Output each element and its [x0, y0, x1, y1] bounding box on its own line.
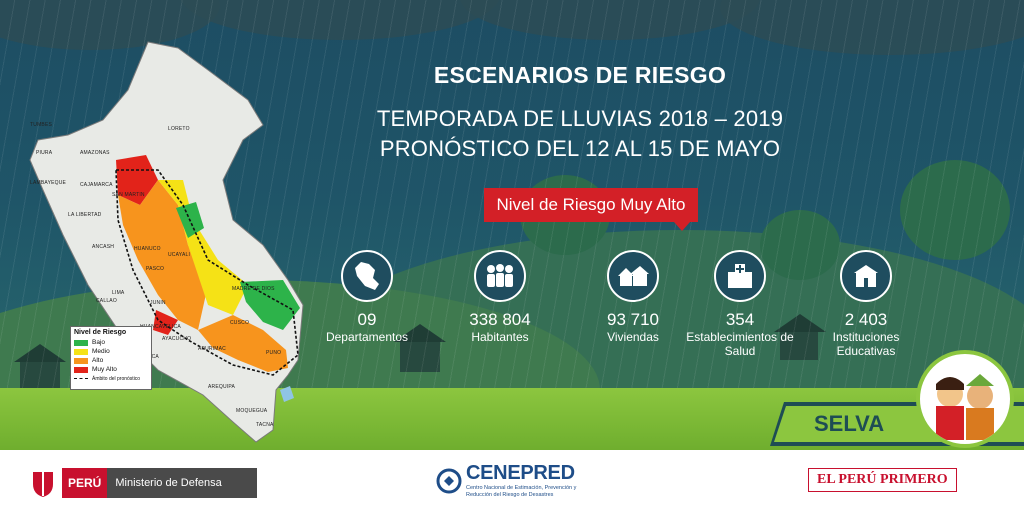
stat-label: Viviendas — [607, 330, 659, 344]
legend-label: Alto — [92, 357, 104, 364]
cenepred-icon — [436, 468, 462, 493]
subtitle-season: TEMPORADA DE LLUVIAS 2018 – 2019 — [376, 106, 784, 131]
dept-label: TACNA — [256, 422, 274, 428]
legend-title: Nivel de Riesgo — [74, 329, 127, 336]
dept-label: APURIMAC — [198, 346, 226, 352]
dept-label: LORETO — [168, 126, 190, 132]
stat-viviendas: 93 710 Viviendas — [573, 250, 693, 344]
houses-icon — [607, 250, 659, 302]
cenepred-logo: CENEPRED Centro Nacional de Estimación, … — [436, 462, 596, 499]
map-legend: Nivel de Riesgo Bajo Medio Alto Muy Alto… — [70, 326, 152, 390]
stat-label: Instituciones Educativas — [832, 330, 900, 358]
dept-label: CUSCO — [230, 320, 250, 326]
stat-value: 2 403 — [844, 310, 888, 329]
ministry-logo: PERÚ Ministerio de Defensa — [30, 468, 258, 498]
lake-titicaca — [280, 386, 294, 402]
house-silhouette — [14, 344, 66, 390]
dept-label: LAMBAYEQUE — [30, 180, 67, 186]
peru-primero-logo: EL PERÚ PRIMERO — [808, 468, 957, 492]
stat-label: Departamentos — [325, 330, 409, 344]
stat-educativas: 2 403 Instituciones Educativas — [806, 250, 926, 358]
risk-level-badge: Nivel de Riesgo Muy Alto — [484, 188, 698, 231]
legend-swatch — [74, 378, 88, 379]
legend-swatch — [74, 366, 88, 373]
peru-label: PERÚ — [62, 468, 108, 498]
stat-habitantes: 338 804 Habitantes — [440, 250, 560, 344]
stat-departamentos: 09 Departamentos — [307, 250, 427, 344]
stat-salud: 354 Establecimientos de Salud — [680, 250, 800, 358]
amazon-people-illustration — [916, 350, 1014, 448]
legend-label: Muy Alto — [92, 366, 117, 373]
page-title: ESCENARIOS DE RIESGO — [433, 62, 727, 88]
dept-label: PIURA — [36, 150, 53, 156]
dept-label: HUANUCO — [134, 246, 161, 252]
risk-area-alto-sur — [198, 315, 288, 372]
stat-value: 93 710 — [607, 310, 659, 329]
stat-value: 338 804 — [469, 310, 531, 329]
tree — [900, 160, 1010, 260]
cenepred-name: CENEPRED — [466, 462, 575, 484]
legend-item: Alto — [74, 356, 148, 365]
dept-label: CALLAO — [96, 298, 117, 304]
stat-value: 354 — [725, 310, 755, 329]
legend-item: Medio — [74, 347, 148, 356]
dept-label: PUNO — [266, 350, 282, 356]
coat-of-arms-icon — [33, 472, 53, 497]
risk-area-alto — [118, 180, 208, 330]
stat-value: 09 — [357, 310, 377, 329]
risk-area-muy-alto-sur — [153, 310, 178, 335]
dept-label: AMAZONAS — [80, 150, 110, 156]
dept-label: ANCASH — [92, 244, 115, 250]
dept-label: CAJAMARCA — [80, 182, 113, 188]
dept-label: HUANCAVELICA — [140, 324, 181, 330]
region-label: SELVA — [814, 411, 885, 436]
risk-area-bajo-sur — [240, 280, 300, 330]
people-icon — [474, 250, 526, 302]
dept-label: AREQUIPA — [208, 384, 236, 390]
legend-item: Muy Alto — [74, 365, 148, 374]
footer: PERÚ Ministerio de Defensa CENEPRED Cent… — [0, 450, 1024, 512]
subtitle-forecast: PRONÓSTICO DEL 12 AL 15 DE MAYO — [379, 136, 781, 161]
house-silhouette — [394, 324, 446, 372]
legend-label: Bajo — [92, 339, 106, 346]
dept-label: AYACUCHO — [162, 336, 192, 342]
school-icon — [840, 250, 892, 302]
legend-item: Bajo — [74, 338, 148, 347]
peru-map-icon — [341, 250, 393, 302]
dept-label: LIMA — [112, 290, 125, 296]
legend-label: Ámbito del pronóstico — [92, 375, 141, 382]
dept-label: MOQUEGUA — [236, 408, 268, 414]
risk-area-muy-alto — [116, 155, 158, 205]
legend-label: Medio — [92, 348, 110, 355]
dept-label: MADRE DE DIOS — [232, 286, 275, 292]
legend-swatch — [74, 348, 88, 355]
dept-label: LA LIBERTAD — [68, 212, 102, 218]
forecast-boundary — [115, 169, 299, 376]
stat-label: Establecimientos de Salud — [686, 330, 794, 358]
peru-risk-map — [29, 41, 304, 443]
legend-swatch — [74, 339, 88, 346]
dept-label: JUNIN — [150, 300, 166, 306]
dept-label: UCAYALI — [168, 252, 191, 258]
hospital-icon — [714, 250, 766, 302]
cenepred-subtitle: Centro Nacional de Estimación, Prevenció… — [466, 485, 577, 498]
dept-label: PASCO — [146, 266, 165, 272]
house-silhouette — [774, 314, 826, 360]
legend-item: Ámbito del pronóstico — [74, 374, 148, 383]
dept-label: TUMBES — [30, 122, 53, 128]
dept-label: SAN MARTIN — [112, 192, 145, 198]
tree — [760, 210, 840, 280]
ministry-label: Ministerio de Defensa — [107, 468, 258, 498]
stat-label: Habitantes — [471, 330, 529, 344]
legend-swatch — [74, 357, 88, 364]
dept-label: ICA — [150, 354, 159, 360]
